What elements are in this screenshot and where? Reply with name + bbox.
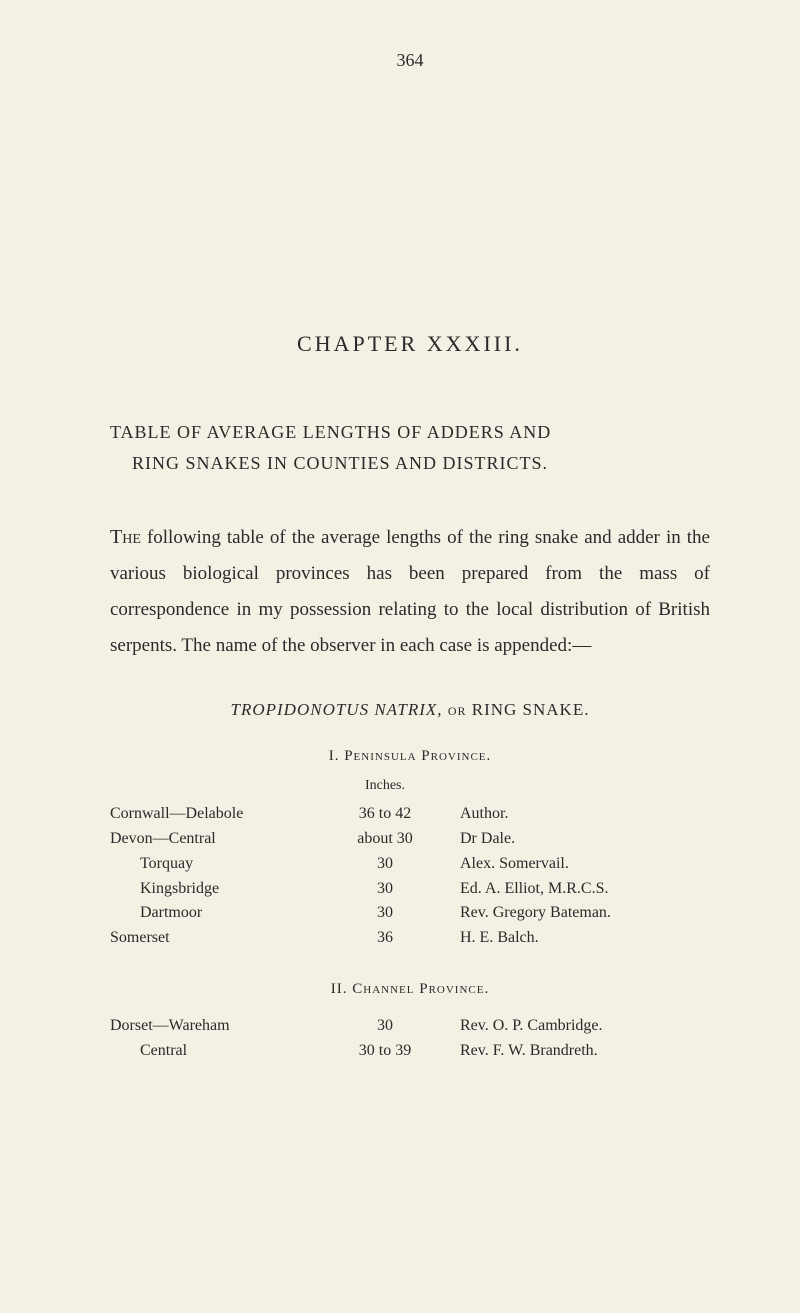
cell-inches: about 30 — [330, 827, 440, 852]
cell-author: Ed. A. Elliot, M.R.C.S. — [440, 877, 710, 902]
col-loc-spacer — [110, 775, 330, 803]
cell-inches: 36 to 42 — [330, 802, 440, 827]
section-heading: TABLE OF AVERAGE LENGTHS OF ADDERS AND R… — [110, 417, 710, 478]
cell-inches: 30 to 39 — [330, 1039, 440, 1064]
cell-author: Author. — [440, 802, 710, 827]
table-row: Dorset—Wareham 30 Rev. O. P. Cambridge. — [110, 1014, 710, 1039]
cell-inches: 30 — [330, 852, 440, 877]
section-heading-line2: RING SNAKES IN COUNTIES AND DISTRICTS. — [132, 453, 548, 473]
body-paragraph: The following table of the average lengt… — [110, 518, 710, 664]
province-2-title: II. Channel Province. — [110, 981, 710, 998]
province-1-title: I. Peninsula Province. — [110, 748, 710, 765]
species-sc: or RING SNAKE. — [443, 700, 590, 719]
cell-location: Central — [110, 1039, 330, 1064]
cell-author: Rev. O. P. Cambridge. — [440, 1014, 710, 1039]
cell-author: Rev. Gregory Bateman. — [440, 901, 710, 926]
section-heading-line1: TABLE OF AVERAGE LENGTHS OF ADDERS AND — [110, 422, 551, 442]
species-italic: TROPIDONOTUS NATRIX, — [231, 700, 443, 719]
province-2-table: Dorset—Wareham 30 Rev. O. P. Cambridge. … — [110, 1014, 710, 1064]
species-heading: TROPIDONOTUS NATRIX, or RING SNAKE. — [110, 700, 710, 720]
province-2: II. Channel Province. Dorset—Wareham 30 … — [110, 981, 710, 1064]
cell-location: Cornwall—Delabole — [110, 802, 330, 827]
table-row: Cornwall—Delabole 36 to 42 Author. — [110, 802, 710, 827]
body-rest: following table of the average lengths o… — [110, 527, 710, 656]
table-row: Devon—Central about 30 Dr Dale. — [110, 827, 710, 852]
cell-location: Devon—Central — [110, 827, 330, 852]
cell-location: Dorset—Wareham — [110, 1014, 330, 1039]
cell-author: Rev. F. W. Brandreth. — [440, 1039, 710, 1064]
cell-inches: 30 — [330, 1014, 440, 1039]
page-number: 364 — [110, 50, 710, 71]
table-header-row: Inches. — [110, 775, 710, 803]
province-1: I. Peninsula Province. Inches. Cornwall—… — [110, 748, 710, 951]
table-row: Central 30 to 39 Rev. F. W. Brandreth. — [110, 1039, 710, 1064]
cell-author: H. E. Balch. — [440, 926, 710, 951]
table-row: Somerset 36 H. E. Balch. — [110, 926, 710, 951]
chapter-title: CHAPTER XXXIII. — [110, 331, 710, 357]
cell-inches: 30 — [330, 901, 440, 926]
cell-location: Kingsbridge — [110, 877, 330, 902]
cell-location: Somerset — [110, 926, 330, 951]
col-author-spacer — [440, 775, 710, 803]
cell-inches: 36 — [330, 926, 440, 951]
cell-inches: 30 — [330, 877, 440, 902]
cell-location: Dartmoor — [110, 901, 330, 926]
province-1-table: Inches. Cornwall—Delabole 36 to 42 Autho… — [110, 775, 710, 951]
table-row: Torquay 30 Alex. Somervail. — [110, 852, 710, 877]
cell-author: Alex. Somervail. — [440, 852, 710, 877]
cell-location: Torquay — [110, 852, 330, 877]
body-first-word: The — [110, 526, 141, 548]
cell-author: Dr Dale. — [440, 827, 710, 852]
table-row: Dartmoor 30 Rev. Gregory Bateman. — [110, 901, 710, 926]
table-row: Kingsbridge 30 Ed. A. Elliot, M.R.C.S. — [110, 877, 710, 902]
col-header-inches: Inches. — [330, 775, 440, 797]
